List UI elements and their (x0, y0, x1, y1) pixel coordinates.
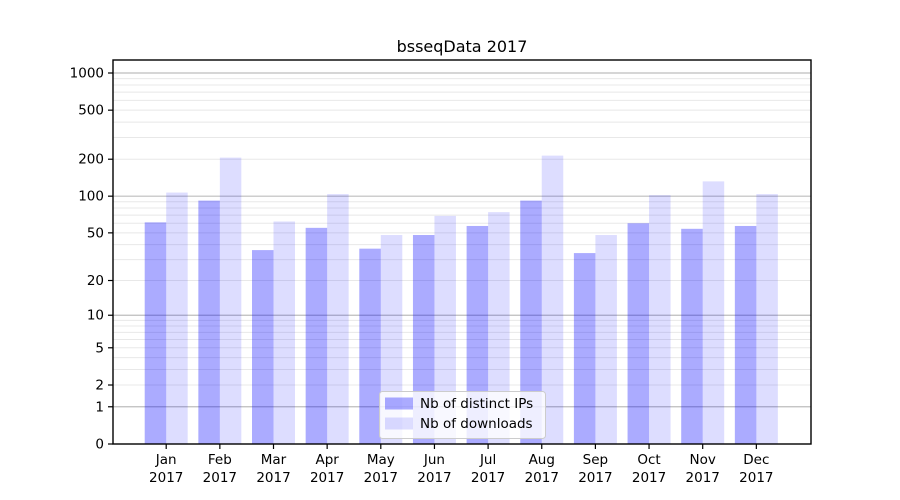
x-tick-label-month-may: May (367, 452, 395, 468)
bar-distinct-ips-sep (573, 253, 596, 444)
x-tick-label-year-may: 2017 (364, 470, 398, 486)
bar-downloads-nov (702, 181, 725, 444)
bar-distinct-ips-aug (520, 200, 542, 444)
bar-distinct-ips-may (359, 248, 381, 444)
y-tick-label-5: 5 (95, 340, 104, 356)
bar-downloads-jul (488, 212, 510, 444)
legend-swatch-distinct-ips (385, 397, 413, 410)
x-tick-label-month-feb: Feb (208, 452, 232, 468)
x-tick-label-month-aug: Aug (529, 452, 555, 468)
x-tick-label-month-sep: Sep (583, 452, 608, 468)
legend-box (379, 391, 546, 439)
y-tick-label-20: 20 (87, 273, 104, 289)
bar-distinct-ips-dec (734, 225, 757, 444)
bar-distinct-ips-apr (305, 227, 328, 444)
bar-downloads-sep (595, 235, 617, 444)
bar-distinct-ips-oct (627, 223, 650, 444)
bar-distinct-ips-jul (466, 225, 489, 444)
x-tick-label-year-jul: 2017 (471, 470, 505, 486)
legend: Nb of distinct IPs Nb of downloads (379, 391, 546, 439)
x-tick-label-year-apr: 2017 (310, 470, 344, 486)
y-tick-label-10: 10 (87, 308, 104, 324)
x-tick-label-year-sep: 2017 (578, 470, 612, 486)
bar-distinct-ips-jan (144, 222, 167, 444)
bar-downloads-jan (166, 192, 188, 444)
y-tick-label-0: 0 (95, 437, 104, 453)
x-tick-label-year-nov: 2017 (686, 470, 720, 486)
x-tick-label-month-jun: Jun (423, 452, 445, 468)
bar-distinct-ips-mar (252, 250, 274, 444)
y-tick-label-200: 200 (78, 152, 104, 168)
bar-downloads-apr (327, 194, 349, 444)
y-tick-label-100: 100 (78, 189, 104, 205)
x-tick-label-year-dec: 2017 (739, 470, 773, 486)
bar-downloads-dec (756, 194, 778, 444)
x-tick-label-year-aug: 2017 (525, 470, 559, 486)
x-tick-label-year-oct: 2017 (632, 470, 666, 486)
x-tick-label-month-nov: Nov (690, 452, 716, 468)
y-tick-label-2: 2 (95, 378, 104, 394)
y-tick-label-1: 1 (95, 399, 104, 415)
bar-downloads-jun (434, 215, 456, 444)
bar-downloads-mar (273, 221, 295, 444)
x-tick-label-month-apr: Apr (315, 452, 339, 468)
y-tick-label-500: 500 (78, 103, 104, 119)
x-tick-label-month-jul: Jul (479, 452, 496, 468)
bar-downloads-aug (541, 155, 564, 444)
plot-area: 0 1 2 5 10 20 50 100 200 500 1000 Jan 2017 Feb 2017 Mar… (70, 59, 812, 486)
legend-label-distinct-ips: Nb of distinct IPs (420, 396, 533, 412)
y-tick-label-50: 50 (87, 225, 104, 241)
x-tick-label-year-feb: 2017 (203, 470, 237, 486)
axes-spines (112, 59, 812, 445)
y-tick-label-1000: 1000 (70, 66, 104, 82)
x-tick-label-year-jan: 2017 (149, 470, 183, 486)
x-tick-label-year-jun: 2017 (417, 470, 451, 486)
bar-distinct-ips-nov (681, 228, 703, 444)
legend-swatch-downloads (385, 417, 413, 430)
x-tick-label-month-mar: Mar (261, 452, 287, 468)
x-tick-label-month-dec: Dec (743, 452, 769, 468)
bar-distinct-ips-feb (198, 200, 220, 444)
legend-label-downloads: Nb of downloads (420, 416, 533, 432)
bar-downloads-oct (649, 195, 671, 444)
x-tick-label-year-mar: 2017 (256, 470, 290, 486)
x-tick-label-month-jan: Jan (155, 452, 177, 468)
bar-downloads-feb (219, 157, 242, 444)
chart-title: bsseqData 2017 (397, 37, 528, 56)
x-tick-label-month-oct: Oct (637, 452, 660, 468)
